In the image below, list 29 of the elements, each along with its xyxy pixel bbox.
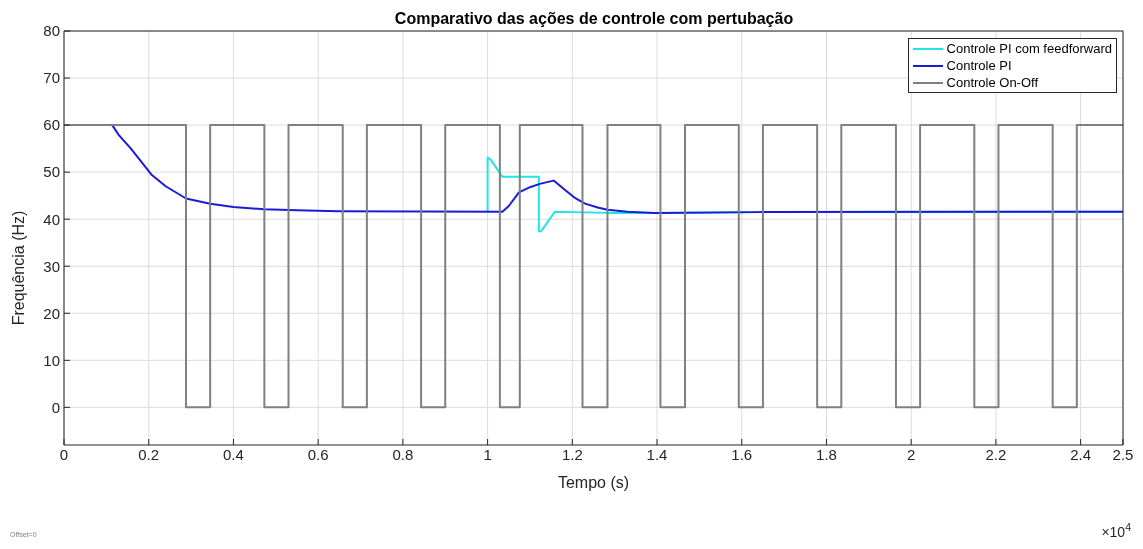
- x-tick-label: 2.2: [985, 445, 1007, 463]
- legend-label: Controle PI com feedforward: [946, 41, 1112, 56]
- y-tick-label: 50: [43, 163, 60, 181]
- chart-title: Comparativo das ações de controle com pertubação: [394, 10, 794, 27]
- x-tick-label: 1.2: [561, 445, 583, 463]
- x-tick-label: 1.4: [646, 445, 668, 463]
- x-tick-label: 1: [483, 445, 492, 463]
- x-tick-label: 1.6: [731, 445, 753, 463]
- y-tick-label: 30: [43, 257, 60, 275]
- y-tick-label: 60: [43, 116, 60, 134]
- legend-label: Controle On-Off: [946, 75, 1039, 90]
- y-tick-label: 20: [43, 304, 60, 322]
- x-tick-label: 0.4: [223, 445, 244, 463]
- legend-label: Controle PI: [946, 58, 1012, 73]
- y-tick-label: 0: [51, 398, 60, 416]
- x-tick-label: 0.2: [138, 445, 160, 463]
- y-tick-label: 40: [43, 210, 60, 228]
- x-tick-label: 2: [907, 445, 916, 463]
- y-axis-title: Frequência (Hz): [10, 210, 27, 326]
- x-tick-label: 2.5: [1112, 445, 1134, 463]
- y-tick-label: 70: [43, 69, 60, 87]
- x-tick-label: 0.8: [392, 445, 414, 463]
- x-tick-label: 1.8: [816, 445, 837, 463]
- y-tick-label: 80: [43, 22, 60, 40]
- x-tick-label: 0.6: [307, 445, 329, 463]
- x-axis-title: Tempo (s): [557, 474, 630, 491]
- x-tick-label: 2.4: [1070, 445, 1092, 463]
- text: ×10$^{4}$: [1101, 521, 1132, 540]
- y-tick-label: 10: [43, 351, 60, 369]
